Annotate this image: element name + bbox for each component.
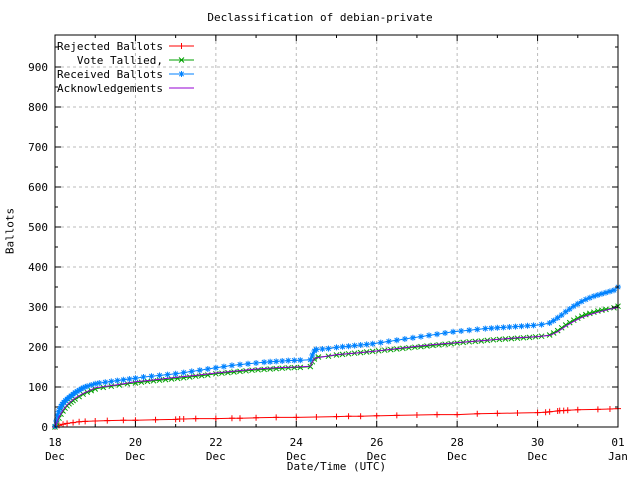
legend-item-vote-tallied: Vote Tallied, bbox=[57, 53, 195, 67]
svg-text:400: 400 bbox=[28, 261, 48, 274]
legend-sample-line-icon bbox=[169, 43, 194, 49]
legend-label: Acknowledgements bbox=[57, 81, 163, 95]
svg-text:Dec: Dec bbox=[528, 450, 548, 463]
svg-text:0: 0 bbox=[41, 421, 48, 434]
svg-text:700: 700 bbox=[28, 141, 48, 154]
legend-label: Rejected Ballots bbox=[57, 39, 163, 53]
svg-text:200: 200 bbox=[28, 341, 48, 354]
svg-text:900: 900 bbox=[28, 61, 48, 74]
legend-sample-line-icon bbox=[169, 57, 194, 63]
legend-label: Vote Tallied, bbox=[76, 53, 163, 67]
svg-text:22: 22 bbox=[209, 436, 222, 449]
svg-text:Dec: Dec bbox=[125, 450, 145, 463]
svg-text:Jan: Jan bbox=[608, 450, 628, 463]
legend-sample-line-icon bbox=[169, 71, 194, 77]
legend-sample-line-icon bbox=[169, 87, 194, 89]
svg-text:Dec: Dec bbox=[206, 450, 226, 463]
legend: Rejected Ballots Vote Tallied, Received … bbox=[57, 39, 195, 95]
svg-text:28: 28 bbox=[451, 436, 464, 449]
legend-item-acknowledgements: Acknowledgements bbox=[57, 81, 195, 95]
svg-text:20: 20 bbox=[129, 436, 142, 449]
legend-item-received-ballots: Received Ballots bbox=[57, 67, 195, 81]
svg-text:30: 30 bbox=[531, 436, 544, 449]
svg-text:18: 18 bbox=[48, 436, 61, 449]
svg-text:Dec: Dec bbox=[45, 450, 65, 463]
chart-title: Declassification of debian-private bbox=[207, 11, 433, 24]
svg-text:300: 300 bbox=[28, 301, 48, 314]
svg-text:500: 500 bbox=[28, 221, 48, 234]
svg-text:01: 01 bbox=[611, 436, 624, 449]
svg-text:800: 800 bbox=[28, 101, 48, 114]
svg-text:26: 26 bbox=[370, 436, 383, 449]
svg-text:Dec: Dec bbox=[286, 450, 306, 463]
svg-text:Dec: Dec bbox=[447, 450, 467, 463]
svg-text:600: 600 bbox=[28, 181, 48, 194]
svg-text:24: 24 bbox=[290, 436, 304, 449]
svg-text:Dec: Dec bbox=[367, 450, 387, 463]
legend-label: Received Ballots bbox=[57, 67, 163, 81]
legend-item-rejected-ballots: Rejected Ballots bbox=[57, 39, 195, 53]
svg-text:100: 100 bbox=[28, 381, 48, 394]
x-axis-title: Date/Time (UTC) bbox=[286, 460, 387, 473]
